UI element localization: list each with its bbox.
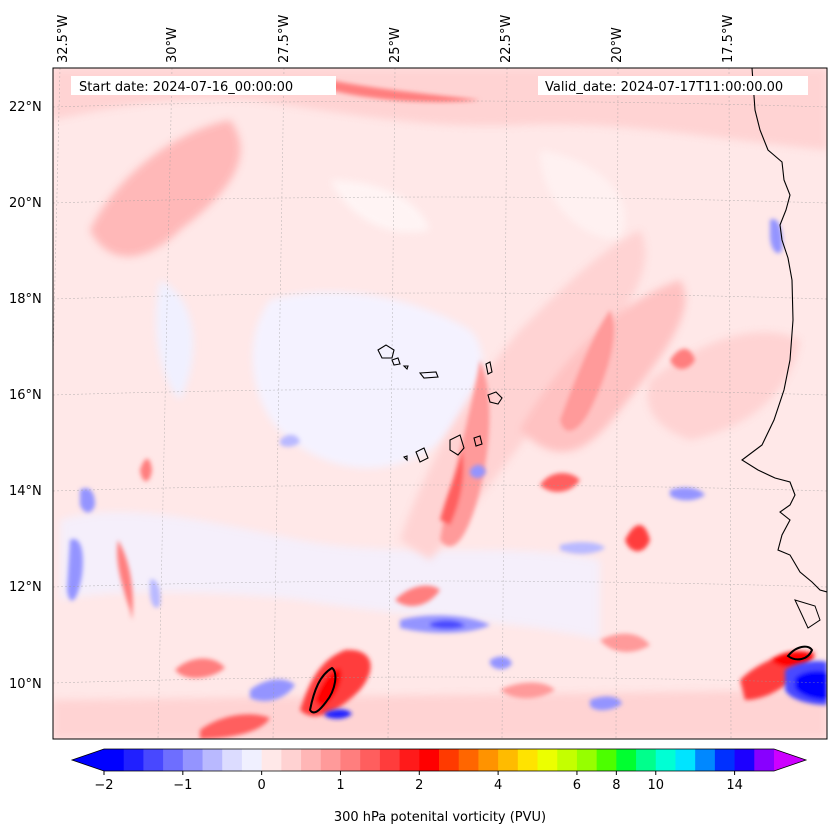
lon-label-27.5W: 27.5°W: [277, 15, 292, 63]
map-frame: [52, 67, 828, 740]
lon-label-32.5W: 32.5°W: [56, 15, 71, 63]
colorbar-cell: [222, 749, 243, 771]
colorbar-label: 300 hPa potenital vorticity (PVU): [334, 810, 546, 825]
colorbar-cell: [202, 749, 223, 771]
latitude-labels: 22°N 20°N 18°N 16°N 14°N 12°N 10°N: [9, 100, 42, 692]
valid-date-label: Valid_date: 2024-07-17T11:00:00.00: [545, 80, 783, 95]
lat-label-12N: 12°N: [9, 580, 42, 595]
colorbar-cell: [241, 749, 263, 771]
colorbar-tick-label: 1: [336, 778, 344, 793]
colorbar-ticks: −2 −1 0 1 2 4 6 8 10 14: [94, 771, 743, 793]
colorbar-cell: [458, 749, 480, 771]
colorbar-cell: [340, 749, 361, 771]
colorbar-tick-label: 8: [612, 778, 620, 793]
lat-label-20N: 20°N: [9, 196, 42, 211]
pv-field: Start date: 2024-07-16_00:00:00 Valid_da…: [53, 68, 827, 739]
colorbar-cell: [379, 749, 401, 771]
colorbar-tick-label: 2: [415, 778, 423, 793]
colorbar-cell: [675, 749, 696, 771]
lon-label-17.5W: 17.5°W: [721, 15, 736, 63]
colorbar-cell: [714, 749, 736, 771]
colorbar-cell: [734, 749, 755, 771]
colorbar-cell: [419, 749, 440, 771]
colorbar-tick-label: 10: [647, 778, 664, 793]
coastline: [741, 68, 827, 593]
colorbar-cell: [439, 749, 460, 771]
colorbar-tick-label: 4: [494, 778, 502, 793]
colorbar-cell: [498, 749, 519, 771]
colorbar-cell: [143, 749, 164, 771]
colorbar-extend-low: [72, 749, 104, 771]
colorbar-cell: [636, 749, 657, 771]
lon-label-25W: 25°W: [388, 27, 403, 63]
lon-label-22.5W: 22.5°W: [499, 15, 514, 63]
colorbar-cell: [104, 749, 125, 771]
colorbar-tick-label: −2: [94, 778, 113, 793]
colorbar-cells: [104, 749, 775, 771]
blue-regions: [67, 219, 827, 719]
lat-label-16N: 16°N: [9, 388, 42, 403]
longitude-labels: 32.5°W 30°W 27.5°W 25°W 22.5°W 20°W 17.5…: [56, 15, 736, 63]
lon-label-20W: 20°W: [610, 27, 625, 63]
start-date-box: [71, 76, 336, 95]
lat-label-10N: 10°N: [9, 677, 42, 692]
colorbar-cell: [360, 749, 381, 771]
lat-label-22N: 22°N: [9, 100, 42, 115]
colorbar-cell: [517, 749, 539, 771]
colorbar-cell: [320, 749, 342, 771]
colorbar: −2 −1 0 1 2 4 6 8 10 14 300 hPa potenital vortici…: [70, 748, 808, 825]
colorbar-tick-label: 14: [726, 778, 743, 793]
pv-contour-lines: [308, 645, 814, 714]
red-streaks: [117, 80, 815, 739]
colorbar-cell: [123, 749, 145, 771]
colorbar-cell: [616, 749, 637, 771]
colorbar-cell: [301, 749, 322, 771]
colorbar-cell: [655, 749, 677, 771]
cape-verde-islands: [377, 344, 503, 463]
colorbar-cell: [557, 749, 578, 771]
colorbar-cell: [261, 749, 282, 771]
colorbar-tick-label: 0: [258, 778, 266, 793]
colorbar-tick-label: −1: [173, 778, 192, 793]
colorbar-cell: [478, 749, 499, 771]
colorbar-extend-high: [774, 749, 806, 771]
colorbar-tick-label: 6: [573, 778, 581, 793]
colorbar-cell: [754, 749, 775, 771]
lat-label-18N: 18°N: [9, 292, 42, 307]
start-date-label: Start date: 2024-07-16_00:00:00: [79, 80, 293, 95]
colorbar-cell: [596, 749, 617, 771]
colorbar-cell: [537, 749, 558, 771]
colorbar-cell: [576, 749, 598, 771]
lat-label-14N: 14°N: [9, 484, 42, 499]
colorbar-cell: [399, 749, 420, 771]
pale-regions: [60, 150, 626, 640]
colorbar-cell: [163, 749, 184, 771]
lon-label-30W: 30°W: [165, 27, 180, 63]
colorbar-cell: [695, 749, 716, 771]
colorbar-cell: [281, 749, 302, 771]
colorbar-cell: [182, 749, 204, 771]
valid-date-box: [538, 76, 808, 95]
